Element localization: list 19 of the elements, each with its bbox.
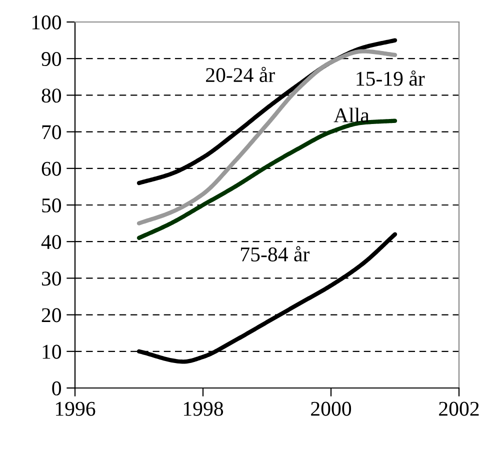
y-tick-label: 10 [42, 344, 62, 359]
series-label: 20-24 år [206, 66, 275, 82]
x-tick-label: 2000 [311, 402, 352, 416]
x-tick-label: 2002 [439, 402, 479, 416]
y-tick-label: 20 [42, 308, 62, 322]
series-label: 75-84 år [241, 246, 310, 262]
y-tick-label: 0 [52, 381, 62, 396]
series-label: Alla [334, 108, 370, 122]
series-label: 15-19 år [356, 70, 425, 86]
y-tick-label: 60 [42, 162, 62, 176]
y-tick-label: 50 [42, 198, 62, 212]
x-tick-label: 1996 [56, 402, 96, 416]
y-tick-label: 30 [42, 272, 62, 286]
y-tick-label: 100 [32, 15, 62, 30]
y-tick-label: 70 [42, 125, 62, 140]
x-tick-label: 1998 [184, 402, 224, 416]
y-tick-label: 90 [42, 52, 62, 66]
y-tick-label: 80 [42, 88, 62, 103]
y-tick-label: 40 [41, 234, 62, 250]
